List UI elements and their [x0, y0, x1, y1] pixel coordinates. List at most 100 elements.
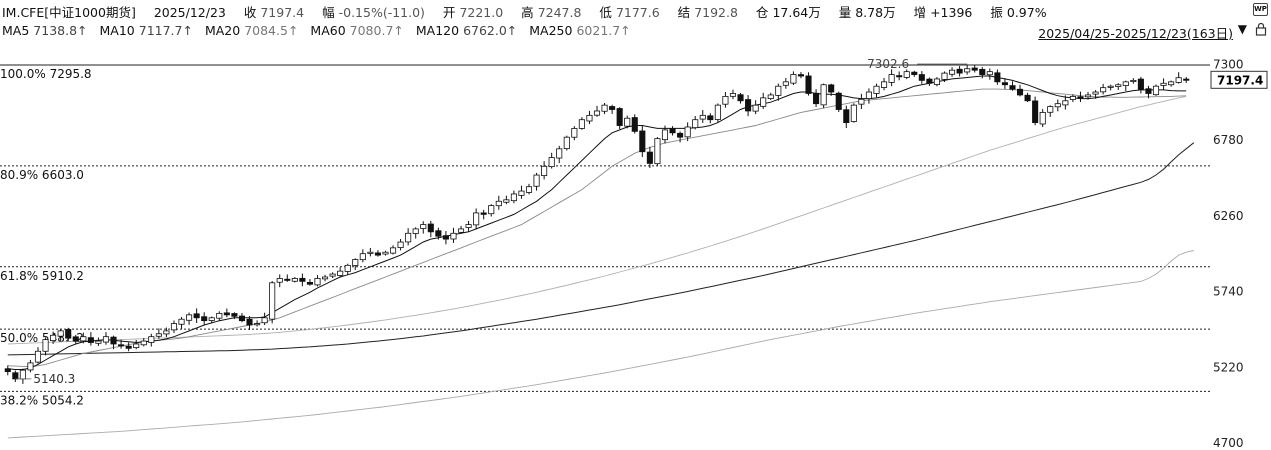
- ma120-value: 6762.0↑: [463, 23, 518, 38]
- candle-body: [563, 136, 570, 150]
- candle-body: [722, 96, 729, 105]
- candle-body: [737, 94, 744, 102]
- candle-body: [1115, 84, 1122, 87]
- y-tick-label: 6260: [1213, 209, 1244, 223]
- candle-body: [518, 190, 525, 196]
- candle-body: [1069, 96, 1076, 100]
- ma120-line: [7, 142, 1195, 356]
- candle-body: [170, 323, 178, 331]
- open-value: 7221.0: [459, 5, 504, 20]
- candle-body: [442, 235, 449, 240]
- candle-body: [1039, 112, 1046, 125]
- candle-body: [246, 318, 253, 326]
- candle-body: [1137, 78, 1144, 90]
- candle-body: [1077, 96, 1084, 99]
- candle-body: [12, 372, 19, 380]
- date-range-selector[interactable]: 2025/04/25-2025/12/23(163日): [1038, 26, 1233, 41]
- candle-body: [80, 336, 87, 342]
- candle-body: [254, 323, 261, 326]
- candle-body: [193, 313, 200, 319]
- candle-body: [1054, 103, 1061, 108]
- candle-body: [601, 104, 608, 112]
- candle-body: [760, 97, 767, 107]
- candle-body: [616, 108, 623, 126]
- price-axis: 7300 6780 6260 5740 5220 4700 7197.4: [1210, 57, 1268, 450]
- candle-body: [956, 68, 963, 74]
- candle-body: [873, 85, 880, 94]
- volume-value: 8.78万: [855, 5, 896, 20]
- ma60-label: MA60: [310, 23, 346, 38]
- candle-body: [405, 232, 412, 243]
- candle-body: [50, 334, 57, 342]
- candle-body: [541, 165, 548, 177]
- candle-body: [314, 278, 321, 286]
- candle-body: [57, 330, 64, 337]
- candle-body: [820, 84, 827, 106]
- candle-body: [337, 270, 344, 276]
- candle-body: [677, 132, 684, 138]
- candle-body: [27, 362, 34, 371]
- candle-body: [646, 151, 653, 164]
- candle-body: [782, 81, 789, 86]
- candle-body: [1001, 82, 1008, 86]
- candle-body: [382, 251, 389, 255]
- candle-body: [888, 74, 895, 83]
- candle-body: [186, 314, 193, 321]
- candle-body: [933, 78, 940, 85]
- lock-icon[interactable]: [1255, 22, 1267, 36]
- candle-body: [291, 278, 298, 282]
- candle-body: [971, 67, 978, 71]
- candle-body: [1160, 82, 1167, 86]
- candle-body: [284, 278, 291, 281]
- candle-body: [571, 128, 578, 138]
- candle-body: [42, 339, 49, 352]
- candle-body: [548, 157, 555, 168]
- ma20-label: MA20: [204, 23, 241, 38]
- low-value: 7177.6: [615, 5, 660, 20]
- open-interest-value: 17.64万: [772, 5, 821, 20]
- moving-average-lines: [7, 75, 1195, 439]
- fibonacci-levels: 100.0% 7295.880.9% 6603.061.8% 5910.250.…: [0, 64, 1210, 407]
- candle-body: [65, 329, 72, 339]
- candle-body: [178, 318, 185, 325]
- symbol-name[interactable]: IM.CFE[中证1000期货]: [2, 5, 136, 20]
- candle-body: [299, 277, 306, 282]
- candle-body: [790, 74, 797, 84]
- candle-body: [1175, 77, 1182, 83]
- candle-body: [1032, 100, 1039, 124]
- candle-body: [639, 130, 646, 153]
- watermark-icon[interactable]: WP: [1253, 3, 1268, 16]
- candle-body: [473, 212, 480, 226]
- candle-body: [986, 71, 993, 76]
- change-value: -0.15%(-11.0): [338, 5, 425, 20]
- ma5-label: MA5: [2, 23, 30, 38]
- candle-body: [707, 115, 714, 121]
- candle-body: [95, 340, 102, 344]
- range-dropdown-icon[interactable]: ▼: [1237, 22, 1247, 36]
- y-tick-label: 7300: [1213, 57, 1244, 71]
- candle-body: [223, 312, 230, 316]
- candle-body: [1016, 88, 1024, 96]
- candle-body: [858, 98, 865, 105]
- candle-body: [828, 84, 835, 93]
- moving-average-bar: MA5 7138.8↑ MA10 7117.7↑ MA20 7084.5↑ MA60 7…: [2, 23, 639, 41]
- candle-body: [465, 224, 472, 228]
- candle-body: [1168, 81, 1175, 86]
- candle-body: [412, 228, 419, 234]
- settle-value: 7192.8: [694, 5, 738, 20]
- candle-body: [684, 126, 691, 138]
- candle-body: [1130, 79, 1137, 82]
- ma120-label: MA120: [415, 23, 460, 38]
- candle-body: [1100, 87, 1107, 93]
- y-tick-label: 4700: [1213, 436, 1244, 450]
- candle-body: [835, 92, 842, 110]
- candle-body: [427, 223, 434, 233]
- y-tick-label: 6780: [1213, 133, 1244, 147]
- candle-body: [654, 138, 661, 165]
- candle-body: [813, 92, 820, 105]
- high-marker-label: 7302.6: [867, 57, 909, 71]
- candle-body: [367, 251, 374, 254]
- last-price-tag: [1210, 70, 1268, 89]
- settle-label: 结: [677, 5, 691, 20]
